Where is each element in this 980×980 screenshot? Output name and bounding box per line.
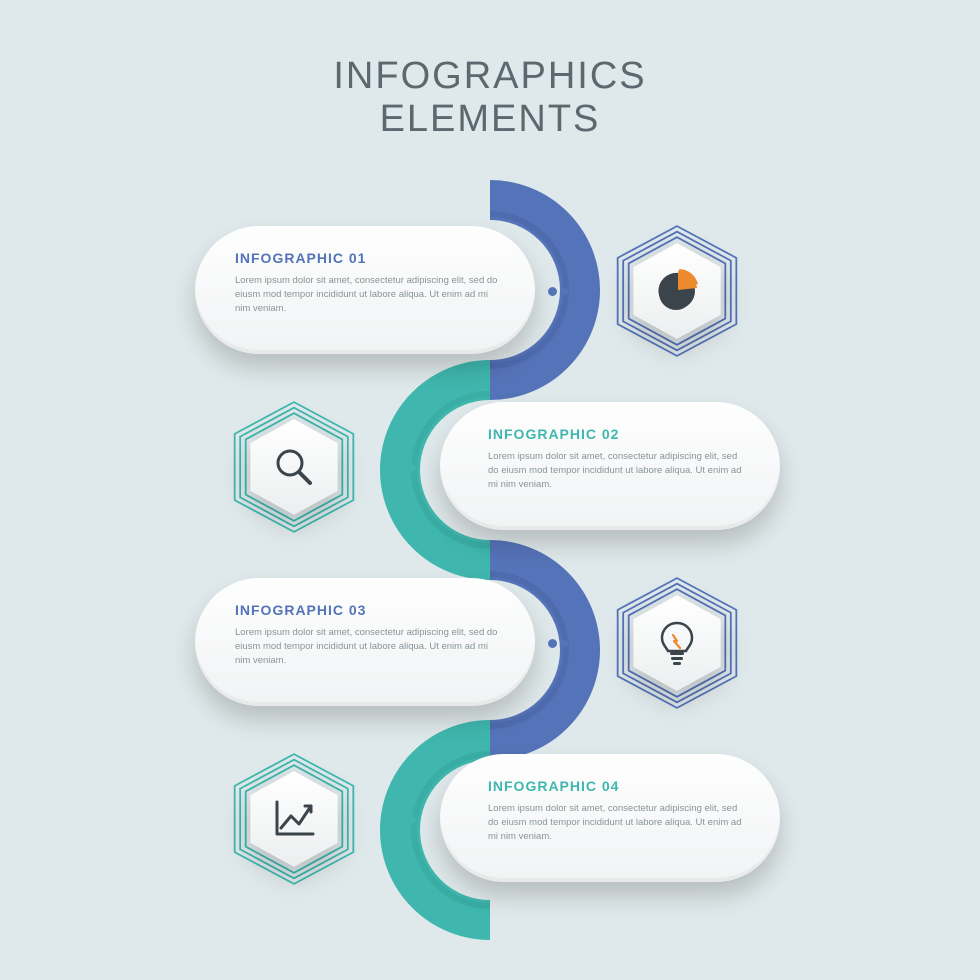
card-1-body: Lorem ipsum dolor sit amet, consectetur … bbox=[235, 274, 501, 315]
connector-3 bbox=[548, 638, 568, 648]
card-2-body: Lorem ipsum dolor sit amet, consectetur … bbox=[488, 450, 746, 491]
card-4-title: INFOGRAPHIC 04 bbox=[488, 778, 746, 794]
card-1-title: INFOGRAPHIC 01 bbox=[235, 250, 501, 266]
connector-2 bbox=[396, 462, 416, 472]
infographic-stage: INFOGRAPHIC 01 Lorem ipsum dolor sit ame… bbox=[0, 0, 980, 980]
hex-4 bbox=[225, 750, 363, 888]
connector-4 bbox=[396, 814, 416, 824]
magnifier-icon bbox=[225, 398, 363, 536]
card-3-title: INFOGRAPHIC 03 bbox=[235, 602, 501, 618]
hex-2 bbox=[225, 398, 363, 536]
card-2-title: INFOGRAPHIC 02 bbox=[488, 426, 746, 442]
hex-3 bbox=[608, 574, 746, 712]
line-chart-icon bbox=[225, 750, 363, 888]
card-3: INFOGRAPHIC 03 Lorem ipsum dolor sit ame… bbox=[195, 578, 535, 706]
hex-1 bbox=[608, 222, 746, 360]
card-1: INFOGRAPHIC 01 Lorem ipsum dolor sit ame… bbox=[195, 226, 535, 354]
card-4-body: Lorem ipsum dolor sit amet, consectetur … bbox=[488, 802, 746, 843]
pie-chart-icon bbox=[608, 222, 746, 360]
card-3-body: Lorem ipsum dolor sit amet, consectetur … bbox=[235, 626, 501, 667]
card-4: INFOGRAPHIC 04 Lorem ipsum dolor sit ame… bbox=[440, 754, 780, 882]
card-2: INFOGRAPHIC 02 Lorem ipsum dolor sit ame… bbox=[440, 402, 780, 530]
lightbulb-icon bbox=[608, 574, 746, 712]
connector-1 bbox=[548, 286, 568, 296]
